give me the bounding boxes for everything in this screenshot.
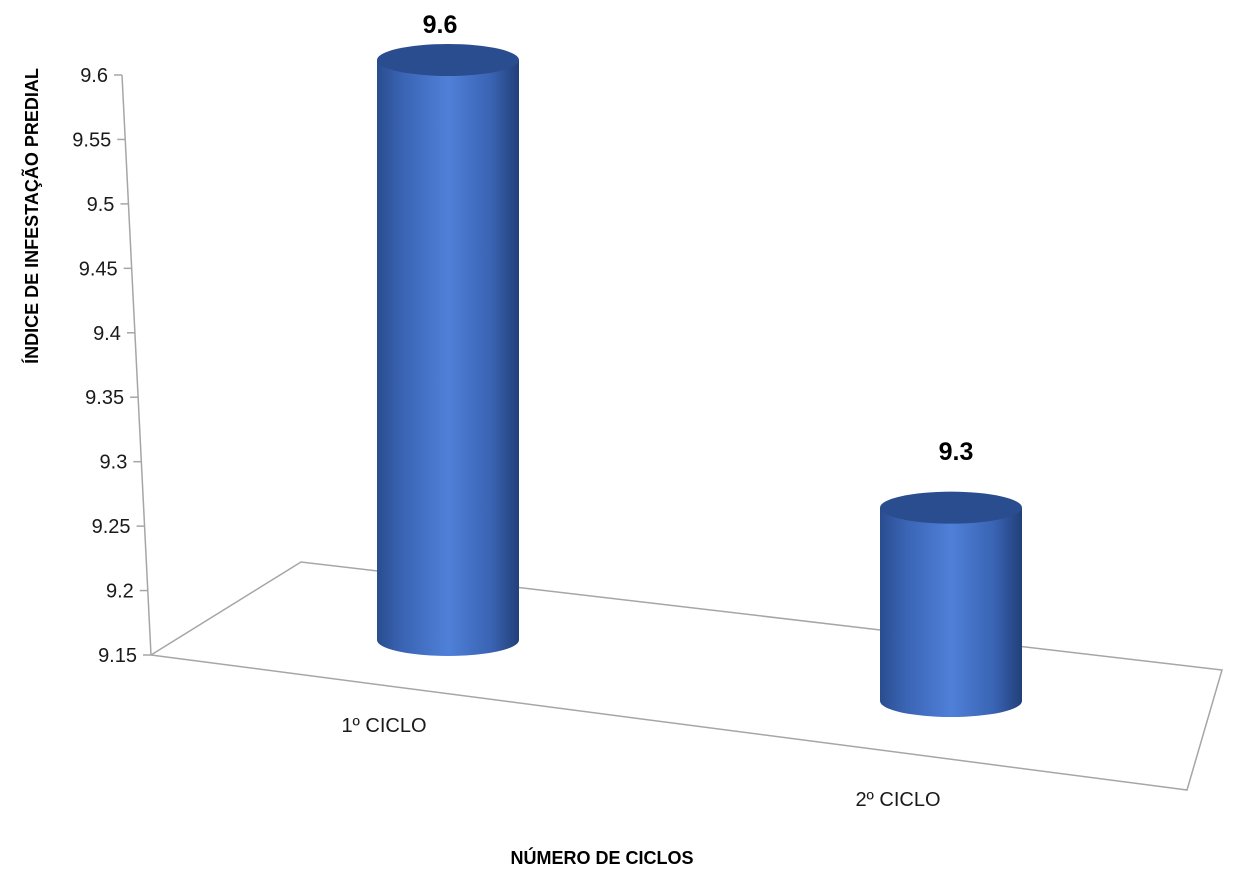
y-axis-line — [121, 74, 152, 656]
y-tick-label: 9.6 — [80, 65, 108, 87]
bar-body-1 — [377, 60, 519, 656]
axes — [121, 74, 1223, 791]
y-axis-title: ÍNDICE DE INFESTAÇÃO PREDIAL — [21, 68, 42, 364]
y-tick-label: 9.5 — [87, 194, 115, 216]
y-tick-label: 9.35 — [85, 387, 124, 409]
category-label: 2º CICLO — [855, 789, 940, 811]
category-labels-group: 1º CICLO 2º CICLO — [341, 715, 940, 811]
bar-top-cap-2 — [880, 491, 1022, 524]
category-label: 1º CICLO — [341, 715, 426, 737]
bars-group — [377, 44, 1022, 717]
y-tick-label: 9.55 — [72, 129, 111, 151]
y-tick-label: 9.3 — [100, 452, 128, 474]
data-labels-group: 9.6 9.3 — [423, 11, 974, 466]
y-tick-label: 9.45 — [79, 258, 118, 280]
data-label: 9.6 — [423, 11, 458, 39]
y-tick-label: 9.15 — [98, 645, 137, 667]
y-tick-label: 9.4 — [93, 323, 121, 345]
data-label: 9.3 — [939, 438, 974, 466]
y-axis-ticks: 9.6 9.55 9.5 9.45 9.4 9.35 9.3 9.25 9.2 9.15 — [72, 65, 151, 667]
bar-top-cap-1 — [377, 44, 519, 76]
y-tick-label: 9.25 — [92, 516, 131, 538]
x-axis-title: NÚMERO DE CICLOS — [510, 847, 693, 868]
floor-outline — [150, 561, 1223, 791]
bar-body-2 — [880, 507, 1022, 717]
y-tick-label: 9.2 — [106, 581, 134, 603]
